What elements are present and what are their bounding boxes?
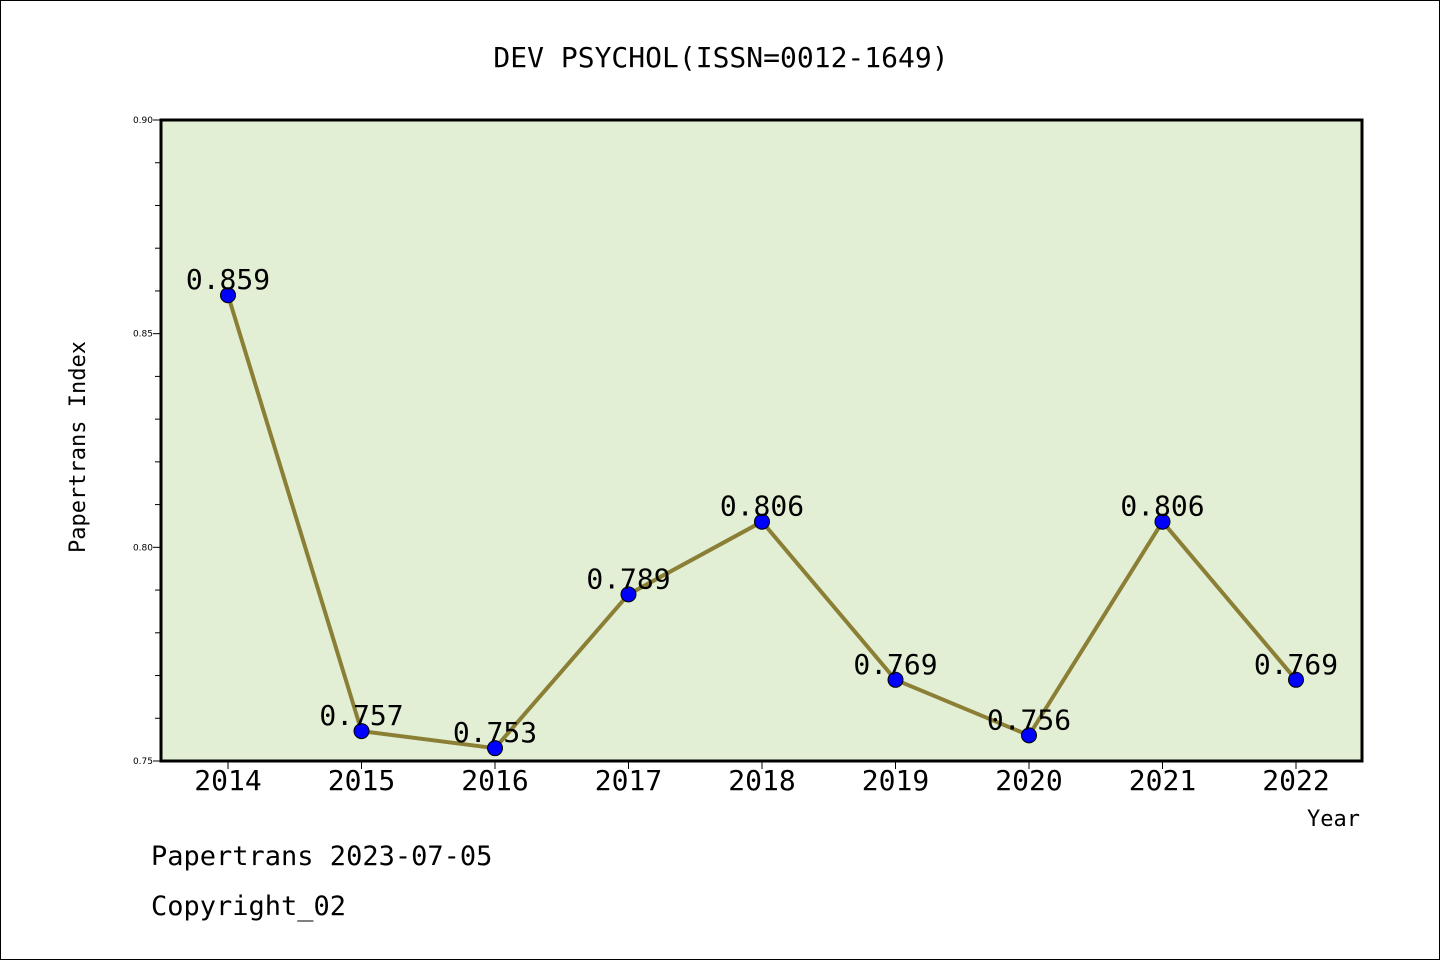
- x-tick-label: 2022: [1262, 764, 1329, 797]
- data-point-marker: [487, 740, 503, 757]
- x-tick-label: 2017: [595, 764, 662, 797]
- data-point-label: 0.753: [453, 716, 537, 749]
- x-tick-label: 2014: [194, 764, 261, 797]
- data-point-label: 0.769: [1254, 648, 1338, 681]
- x-tick-label: 2015: [328, 764, 395, 797]
- data-point-label: 0.789: [586, 562, 670, 595]
- data-point-marker: [1154, 513, 1171, 530]
- data-point-label: 0.757: [319, 699, 403, 732]
- x-tick-label: 2016: [461, 764, 528, 797]
- y-tick-label: 0.90: [133, 116, 153, 126]
- y-axis-ticks: 0.75 0.80 0.85 0.90: [133, 116, 161, 767]
- data-point-label: 0.756: [987, 703, 1071, 736]
- chart-title: DEV PSYCHOL(ISSN=0012-1649): [493, 41, 948, 74]
- plot-border: [159, 118, 1364, 763]
- x-axis-ticks: 2014 2015 2016 2017 2018 2019 2020 2021 2022: [194, 761, 1330, 797]
- data-point-marker: [887, 671, 904, 688]
- data-point-marker: [1021, 727, 1037, 744]
- data-series: 0.859 0.757 0.753 0.789 0.806 0.769 0.756 0.806…: [186, 263, 1338, 757]
- y-tick-label: 0.75: [133, 757, 153, 767]
- y-tick-label: 0.80: [133, 543, 153, 553]
- x-tick-label: 2021: [1129, 764, 1196, 797]
- data-point-marker: [220, 287, 236, 304]
- x-tick-label: 2019: [862, 764, 929, 797]
- footer-date-text: Papertrans 2023-07-05: [151, 841, 492, 872]
- data-point-marker: [1288, 671, 1304, 688]
- y-tick-label: 0.85: [133, 330, 153, 340]
- data-point-label: 0.769: [853, 648, 937, 681]
- data-point-marker: [620, 586, 637, 603]
- data-point-marker: [754, 513, 770, 530]
- plot-area: [161, 120, 1362, 761]
- data-point-marker: [353, 723, 370, 740]
- data-point-label: 0.806: [720, 490, 804, 523]
- x-axis-label: Year: [1307, 807, 1360, 832]
- data-point-label: 0.859: [186, 263, 270, 296]
- y-axis-label: Papertrans Index: [66, 341, 91, 553]
- data-point-label: 0.806: [1120, 490, 1204, 523]
- x-tick-label: 2018: [728, 764, 795, 797]
- x-tick-label: 2020: [995, 764, 1062, 797]
- footer-copyright-text: Copyright_02: [151, 891, 346, 922]
